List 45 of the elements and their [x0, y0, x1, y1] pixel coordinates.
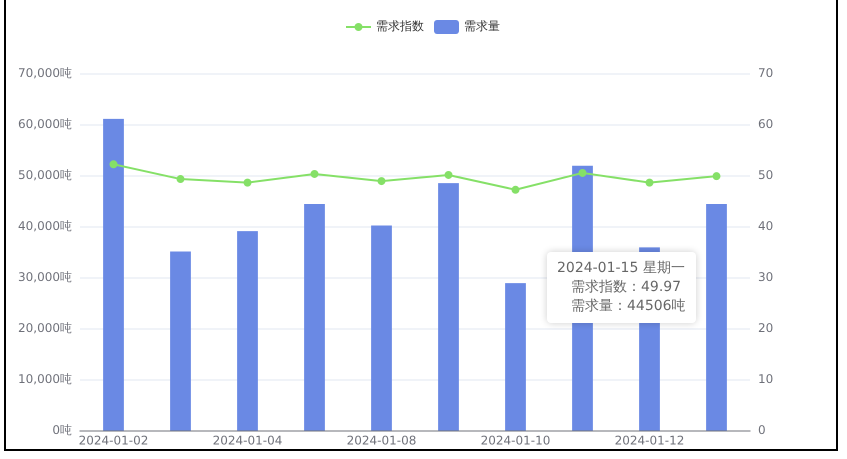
x-tick-label: 2024-01-04: [212, 433, 282, 448]
y2-tick-label: 40: [758, 219, 774, 234]
x-tick-label: 2024-01-08: [346, 433, 416, 448]
y-tick-label: 60,000吨: [18, 117, 72, 132]
point: [578, 168, 586, 177]
y-tick-label: 50,000吨: [18, 168, 72, 182]
annotation: 需求指数：49.97: [571, 279, 682, 295]
y2-tick-label: 20: [758, 321, 774, 336]
point: [646, 178, 654, 187]
point: [712, 172, 720, 180]
bar: [371, 225, 392, 430]
y2-tick-label: 70: [758, 66, 774, 80]
bar: [505, 283, 526, 430]
y-tick-label: 20,000吨: [18, 321, 72, 336]
x-tick-label: 2024-01-10: [480, 433, 550, 448]
y2-tick-label: 60: [758, 117, 774, 132]
y2-tick-label: 50: [758, 168, 774, 182]
x-tick-label: 2024-01-02: [78, 433, 148, 448]
bar: [438, 183, 459, 430]
legend-label: 需求指数: [376, 19, 424, 34]
y-tick-label: 30,000吨: [18, 270, 72, 284]
y2-tick-label: 30: [758, 270, 774, 284]
bar: [237, 231, 258, 430]
tooltip: 2024-01-15 星期一 需求指数：49.97 需求量：44506吨: [547, 252, 696, 323]
point: [244, 178, 252, 187]
y2-tick-label: 10: [758, 372, 774, 386]
point: [176, 175, 184, 184]
legend-label: 需求量: [464, 19, 500, 34]
y-tick-label: 40,000吨: [18, 219, 72, 234]
point: [512, 186, 520, 194]
point: [378, 177, 386, 186]
bar: [103, 118, 124, 430]
annotation: 需求量：44506吨: [571, 298, 686, 314]
point: [110, 160, 118, 168]
bar: [706, 204, 727, 430]
y2-tick-label: 0: [758, 423, 766, 438]
y-tick-label: 0吨: [52, 423, 72, 438]
y-tick-label: 70,000吨: [18, 66, 72, 80]
bar: [304, 204, 325, 430]
point: [444, 170, 452, 179]
annotation: 2024-01-15 星期一: [557, 260, 685, 276]
bar: [170, 251, 191, 430]
y-tick-label: 10,000吨: [18, 372, 72, 386]
x-tick-label: 2024-01-12: [614, 433, 684, 448]
point: [310, 170, 318, 178]
